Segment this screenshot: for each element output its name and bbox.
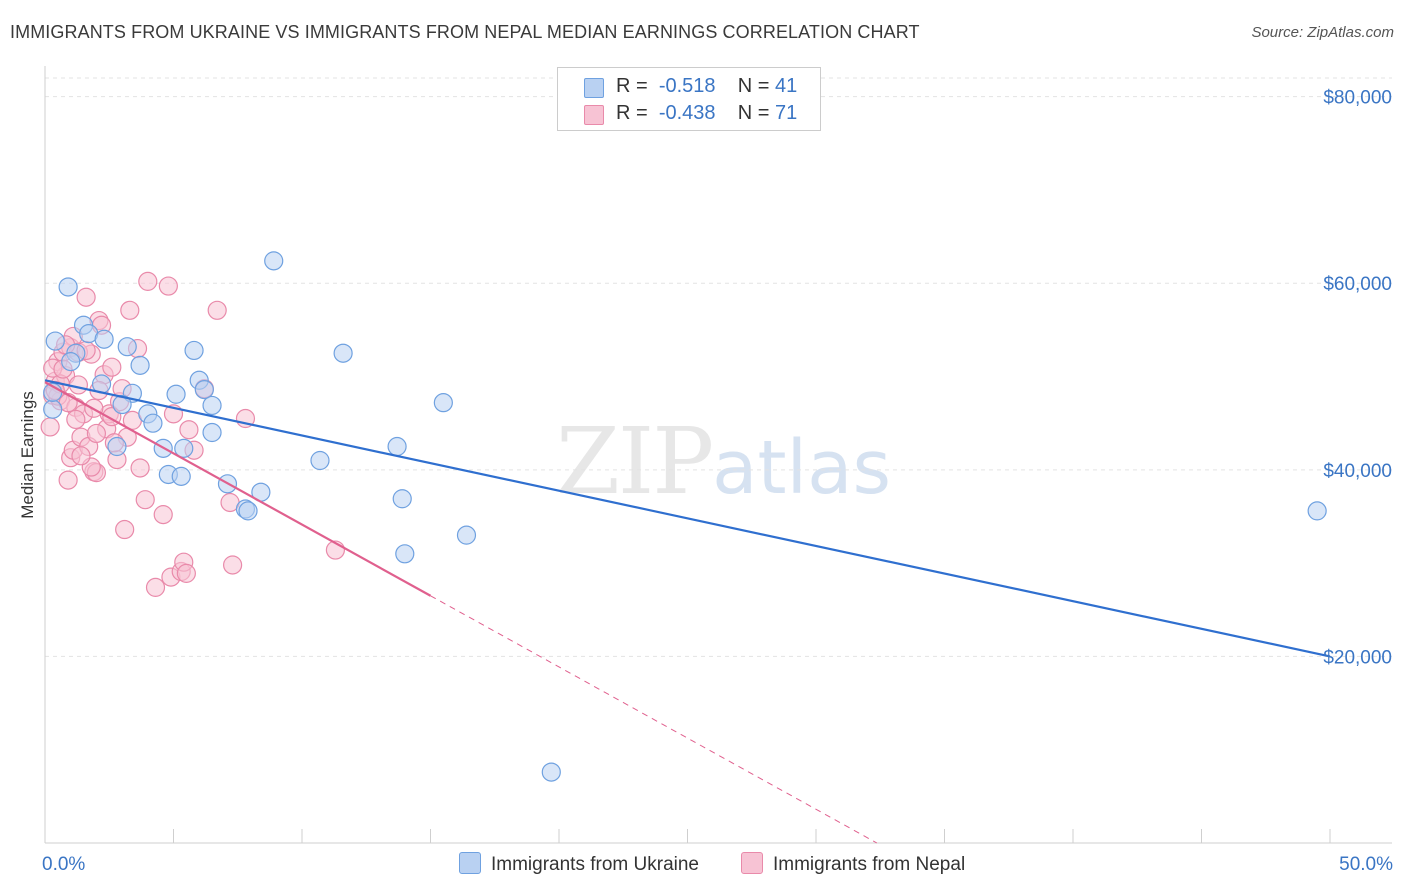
y-tick-label: $20,000 xyxy=(1323,647,1392,668)
nepal-legend-label: Immigrants from Nepal xyxy=(773,854,966,875)
y-tick-label: $40,000 xyxy=(1323,461,1392,482)
ukraine-point xyxy=(171,466,191,486)
ukraine-point xyxy=(392,489,412,509)
ukraine-point xyxy=(174,438,194,458)
legend-n-label: N = xyxy=(737,75,770,97)
grid-lines xyxy=(45,77,1392,657)
nepal-point xyxy=(138,271,158,291)
y-tick-label: $60,000 xyxy=(1323,274,1392,295)
nepal-point xyxy=(176,563,196,583)
ukraine-point xyxy=(194,379,214,400)
watermark-zip: ZIP xyxy=(556,408,714,515)
nepal-point xyxy=(40,417,60,437)
nepal-point xyxy=(179,420,199,440)
ukraine-legend-label: Immigrants from Ukraine xyxy=(491,854,699,875)
ukraine-point xyxy=(112,394,132,415)
legend-n-label: N = xyxy=(737,102,770,124)
legend-r-value: -0.518 xyxy=(658,75,716,97)
ukraine-point xyxy=(117,337,137,357)
nepal-point xyxy=(145,577,166,597)
ukraine-legend-swatch xyxy=(459,852,481,874)
y-tick-label: $80,000 xyxy=(1323,88,1392,109)
chart-title: IMMIGRANTS FROM UKRAINE VS IMMIGRANTS FR… xyxy=(10,22,920,42)
ukraine-trend-line xyxy=(44,379,1331,658)
x-tick-label: 0.0% xyxy=(42,854,85,875)
nepal-point xyxy=(153,505,173,525)
ukraine-point xyxy=(184,340,204,361)
ukraine-point xyxy=(238,501,258,521)
nepal-point xyxy=(66,409,86,430)
ukraine-point xyxy=(94,329,114,349)
nepal-point xyxy=(120,300,140,320)
nepal-point xyxy=(223,555,243,575)
ukraine-point xyxy=(541,762,561,782)
ukraine-point xyxy=(264,251,284,271)
bottom-legend-ukraine: Immigrants from Ukraine xyxy=(459,852,699,876)
nepal-point xyxy=(130,458,150,478)
ukraine-point xyxy=(395,544,415,564)
ukraine-point xyxy=(202,422,222,443)
ukraine-point xyxy=(202,395,222,416)
ukraine-point xyxy=(58,277,78,297)
ukraine-point xyxy=(107,436,127,457)
ukraine-point xyxy=(333,343,353,363)
ukraine-point xyxy=(1307,501,1327,521)
ukraine-point xyxy=(45,331,65,351)
ukraine-point xyxy=(456,525,477,545)
source-label: Source: ZipAtlas.com xyxy=(1251,24,1394,41)
ukraine-point xyxy=(143,413,163,433)
nepal-point xyxy=(115,519,135,540)
ukraine-point xyxy=(166,384,186,404)
nepal-legend-swatch xyxy=(741,852,763,874)
nepal-point xyxy=(71,446,91,466)
nepal-point xyxy=(102,357,122,377)
zipatlas-watermark: ZIPatlas xyxy=(556,408,891,515)
bottom-legend-nepal: Immigrants from Nepal xyxy=(741,852,965,876)
ukraine-point xyxy=(433,393,453,413)
nepal-trend-line-extension xyxy=(430,595,878,844)
ukraine-point xyxy=(43,399,63,419)
nepal-trend-line xyxy=(44,381,432,597)
legend-n-value: 71 xyxy=(775,102,798,124)
nepal-point xyxy=(58,470,78,490)
trend-lines xyxy=(44,379,1331,844)
ukraine-swatch xyxy=(584,78,604,98)
axes xyxy=(44,66,1392,844)
stats-legend: R = -0.518 N = 41 R = -0.438 N = 71 xyxy=(557,67,821,131)
nepal-point xyxy=(135,490,155,510)
y-axis-label: Median Earnings xyxy=(18,391,37,519)
ukraine-point xyxy=(130,355,150,375)
legend-r-label: R = xyxy=(616,75,648,97)
legend-r-label: R = xyxy=(616,102,648,124)
ukraine-point xyxy=(310,450,330,471)
nepal-swatch xyxy=(584,105,604,125)
legend-n-value: 41 xyxy=(775,75,798,97)
legend-r-value: -0.438 xyxy=(658,102,716,124)
nepal-point xyxy=(76,287,96,307)
x-tick-label: 50.0% xyxy=(1339,854,1393,875)
nepal-point xyxy=(68,375,89,395)
tick-labels: $20,000 $40,000 $60,000 $80,000 0.0% 50.0% xyxy=(42,88,1393,875)
nepal-point xyxy=(158,276,178,296)
ukraine-points xyxy=(43,251,1327,782)
nepal-point xyxy=(86,423,107,444)
ukraine-point xyxy=(61,352,81,372)
ukraine-point xyxy=(387,436,407,457)
watermark-atlas: atlas xyxy=(712,425,891,511)
nepal-point xyxy=(207,300,227,320)
